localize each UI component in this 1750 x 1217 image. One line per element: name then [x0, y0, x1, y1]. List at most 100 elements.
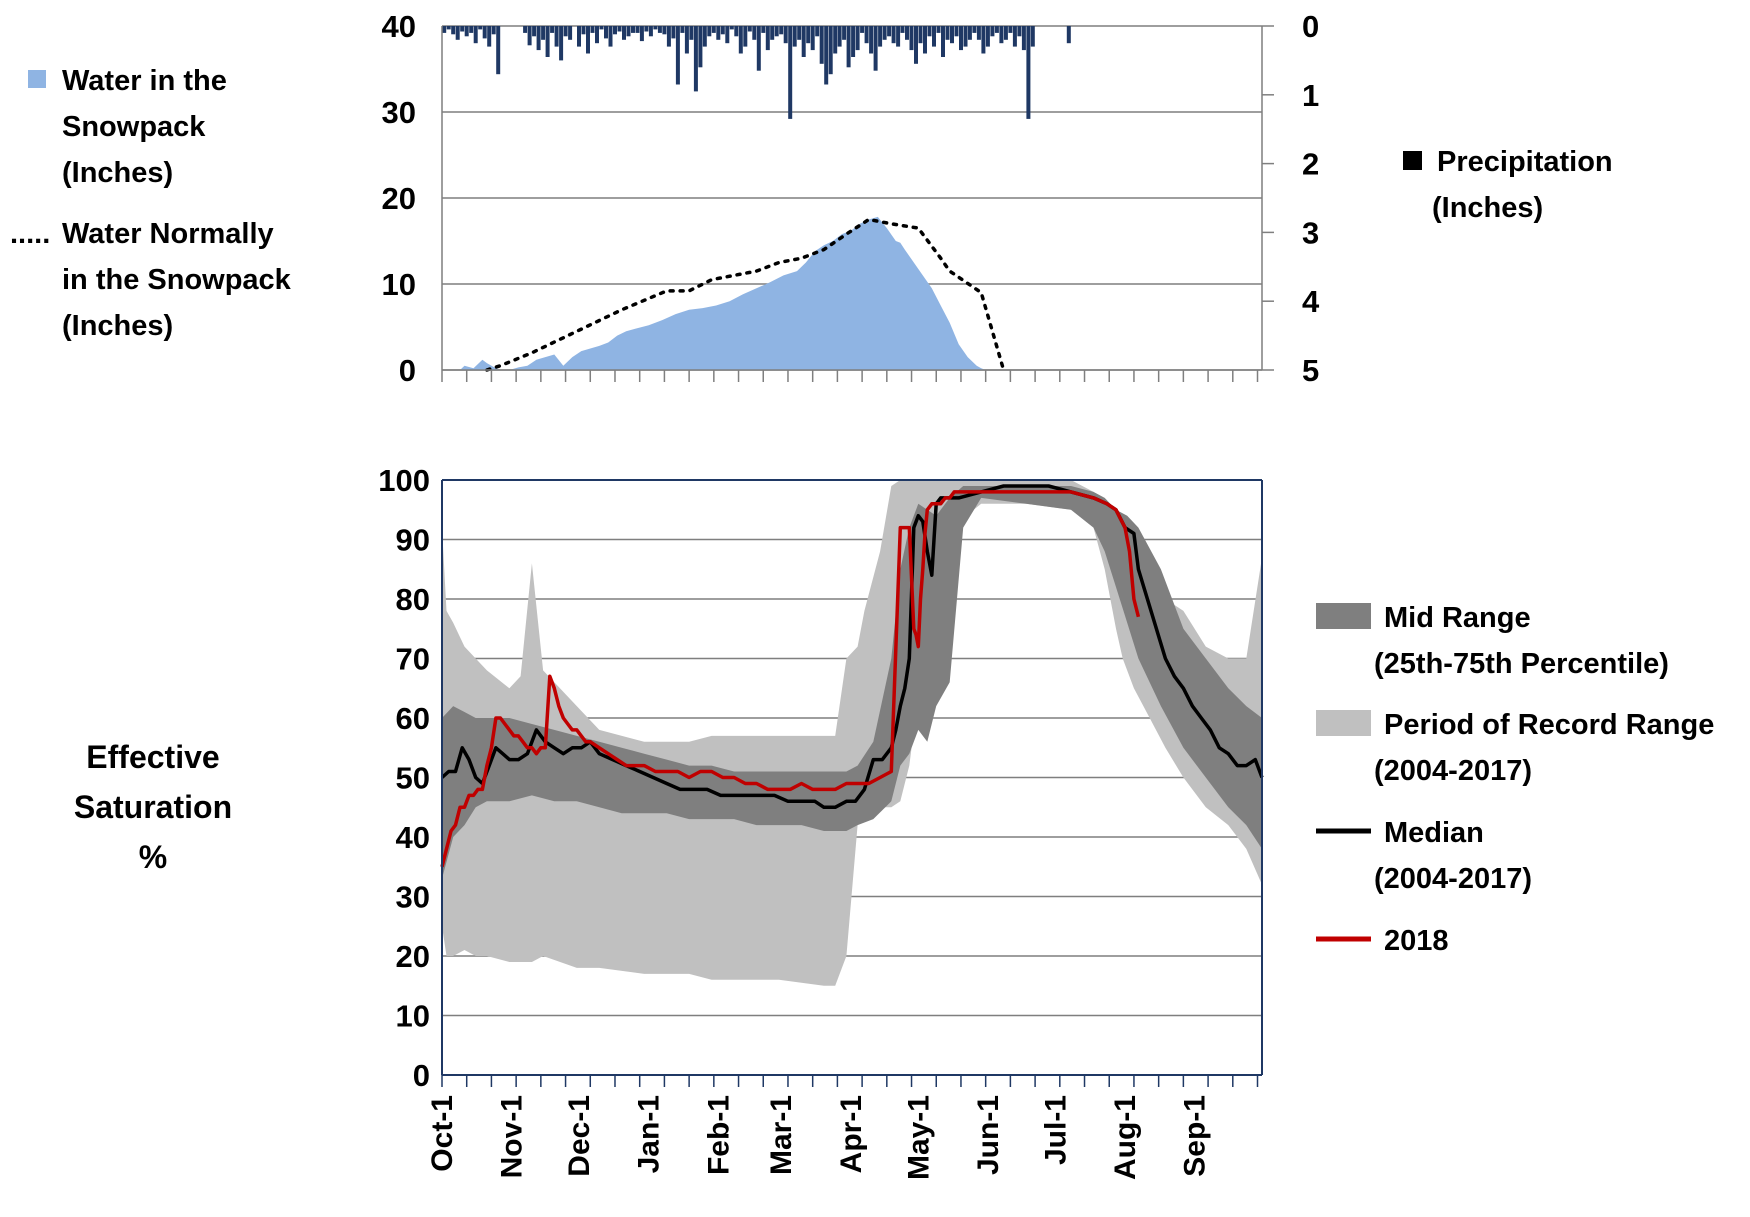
snowpack-axes	[441, 26, 1263, 371]
precip-bar	[698, 26, 703, 68]
precip-bar	[756, 26, 761, 71]
precip-bar	[604, 26, 608, 39]
snowpack-left-tick-label: 10	[382, 267, 416, 302]
precip-bar	[783, 26, 788, 44]
median-legend-line1: Median	[1384, 817, 1484, 849]
precip-bar	[1008, 26, 1013, 33]
precip-bar	[887, 26, 892, 37]
normal-legend-line1: Water Normally	[62, 218, 274, 250]
precip-bar	[806, 26, 811, 44]
saturation-x-tick-labels: Oct-1 Nov-1 Dec-1 Jan-1 Feb-1 Mar-1 Apr-1 May-1…	[426, 1095, 1212, 1180]
precip-bar	[873, 26, 878, 71]
precip-bar	[1021, 26, 1026, 51]
precip-bar	[828, 26, 833, 75]
snowpack-right-tick-label: 4	[1302, 284, 1320, 319]
precip-bar	[864, 26, 869, 44]
precip-bar	[469, 26, 474, 33]
saturation-x-tick-label: Mar-1	[765, 1095, 798, 1175]
saturation-panel: 0 10 20 30 40 50 60 70 80 90 100 Oct-1 Nov-1 Dec-1 Ja…	[74, 463, 1714, 1180]
record-range-legend-line2: (2004-2017)	[1374, 755, 1532, 787]
precip-bar	[909, 26, 914, 51]
mid-range-legend-line1: Mid Range	[1384, 602, 1531, 634]
snowpack-left-tick-label: 0	[399, 353, 416, 388]
saturation-y-tick-label: 30	[396, 880, 430, 915]
record-range-legend-line1: Period of Record Range	[1384, 709, 1714, 741]
saturation-axes	[441, 479, 1263, 1087]
precip-bar	[460, 26, 465, 32]
precip-bar	[851, 26, 856, 57]
saturation-y-tick-label: 40	[396, 820, 430, 855]
precip-bar	[747, 26, 752, 32]
saturation-x-tick-label: Feb-1	[702, 1095, 735, 1175]
precip-bar	[577, 26, 581, 47]
precip-bar	[707, 26, 712, 37]
precip-bar	[770, 26, 775, 40]
precip-bar	[599, 26, 604, 30]
precip-bar	[720, 26, 725, 35]
precip-legend-line2: (Inches)	[1432, 192, 1543, 224]
precip-bar	[963, 26, 968, 47]
snowpack-left-tick-label: 30	[382, 95, 416, 130]
precip-bar	[689, 26, 694, 40]
saturation-x-tick-label: Oct-1	[426, 1095, 459, 1172]
precip-bar	[613, 26, 617, 35]
precip-bar	[797, 26, 802, 40]
snowpack-right-tick-label: 0	[1302, 9, 1319, 44]
precip-bar	[932, 26, 936, 47]
precip-bar	[644, 26, 649, 32]
year-2018-line	[440, 490, 1141, 868]
precip-bar	[653, 26, 658, 30]
precip-bar	[914, 26, 918, 64]
precip-bar	[496, 26, 501, 75]
precip-bar	[824, 26, 829, 85]
precip-bar	[752, 26, 757, 40]
precip-bar	[648, 26, 653, 37]
precip-bar	[855, 26, 860, 51]
precip-bar	[711, 26, 716, 33]
mid-range-legend-swatch	[1316, 603, 1371, 629]
saturation-x-tick-label: Apr-1	[835, 1095, 868, 1173]
precip-bar	[918, 26, 923, 44]
precip-bar	[972, 26, 977, 33]
precip-bar	[801, 26, 806, 57]
precip-bar	[878, 26, 883, 47]
precip-bar	[1012, 26, 1017, 47]
precip-bar	[905, 26, 909, 40]
saturation-y-tick-label: 100	[378, 463, 430, 498]
swe-legend-swatch	[28, 70, 46, 88]
precip-bar	[860, 26, 865, 33]
precip-bar	[842, 26, 847, 40]
precip-bar	[523, 26, 528, 33]
precip-bar	[792, 26, 797, 47]
snowpack-left-tick-labels: 0 10 20 30 40	[382, 9, 416, 388]
snowpack-legend: Water in the Snowpack (Inches) ..... Wat…	[10, 65, 1613, 342]
precip-bar	[743, 26, 748, 47]
precip-bar	[738, 26, 743, 54]
precip-bar	[716, 26, 721, 40]
snowpack-left-tick-label: 40	[382, 9, 416, 44]
precip-bar	[1066, 26, 1071, 44]
precip-bar	[451, 26, 456, 35]
y-axis-label-line3: %	[139, 839, 167, 875]
precip-bar	[622, 26, 626, 40]
precip-bar	[941, 26, 945, 57]
precip-bar	[446, 26, 451, 30]
precip-bar	[882, 26, 887, 40]
swe-legend-line2: Snowpack	[62, 111, 206, 143]
saturation-y-tick-labels: 0 10 20 30 40 50 60 70 80 90 100	[378, 463, 430, 1093]
mid-range-legend-line2: (25th-75th Percentile)	[1374, 648, 1669, 680]
precip-legend-swatch	[1403, 151, 1422, 170]
precip-bar	[702, 26, 707, 47]
precip-bar	[734, 26, 739, 37]
precip-bar	[554, 26, 559, 47]
precip-bar	[635, 26, 640, 33]
precip-bar	[846, 26, 851, 68]
precip-bar	[684, 26, 689, 54]
precip-bar	[1003, 26, 1008, 40]
precip-bar	[693, 26, 698, 92]
precip-bar	[900, 26, 905, 33]
precip-bar	[765, 26, 770, 51]
precip-bar	[1030, 26, 1035, 47]
precip-bar	[559, 26, 564, 61]
precip-bar	[491, 26, 496, 35]
